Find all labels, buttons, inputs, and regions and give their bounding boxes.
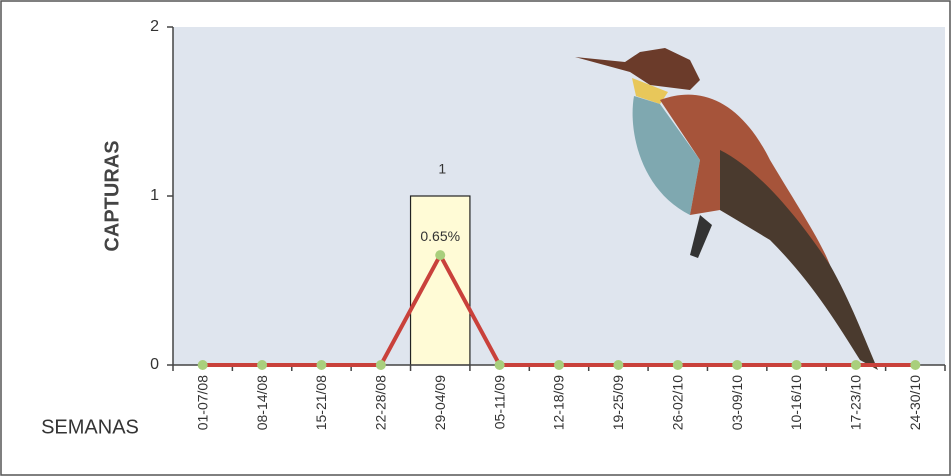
- line-marker: [435, 250, 446, 261]
- x-tick-label: 17-23/10: [848, 375, 864, 430]
- x-tick-label: 05-11/09: [491, 375, 507, 429]
- x-tick-label: 08-14/08: [254, 375, 270, 430]
- x-axis-title: SEMANAS: [41, 416, 139, 438]
- bird-illustration: [575, 48, 878, 370]
- line-marker: [375, 360, 386, 370]
- line-marker: [791, 360, 802, 370]
- line-marker: [316, 360, 327, 370]
- x-tick-label: 03-09/10: [729, 375, 745, 430]
- y-axis-title: CAPTURAS: [101, 140, 123, 251]
- x-tick-label: 24-30/10: [907, 375, 923, 430]
- bar: [409, 195, 471, 366]
- x-tick-label: 29-04/09: [432, 375, 448, 430]
- x-tick-label: 01-07/08: [194, 375, 210, 430]
- x-tick-label: 19-25/09: [610, 375, 626, 430]
- y-tick-label: 1: [150, 187, 159, 204]
- line-marker: [850, 360, 861, 370]
- y-tick-label: 0: [150, 356, 159, 373]
- x-tick-label: 26-02/10: [669, 375, 685, 430]
- x-tick-label: 10-16/10: [788, 375, 804, 430]
- line-marker: [494, 360, 505, 370]
- bar-value-label: 1: [438, 161, 446, 177]
- x-tick-label: 15-21/08: [313, 375, 329, 430]
- line-marker: [672, 360, 683, 370]
- line-marker: [613, 360, 624, 370]
- x-tick-label: 12-18/09: [551, 375, 567, 430]
- line-marker: [257, 360, 268, 370]
- line-marker: [554, 360, 564, 370]
- line-marker: [910, 360, 921, 370]
- line-marker: [732, 360, 743, 370]
- plot-area: [173, 27, 945, 365]
- line-marker: [197, 360, 208, 370]
- line-value-label: 0.65%: [420, 228, 460, 244]
- y-tick-label: 2: [150, 18, 159, 35]
- x-tick-label: 22-28/08: [373, 375, 389, 430]
